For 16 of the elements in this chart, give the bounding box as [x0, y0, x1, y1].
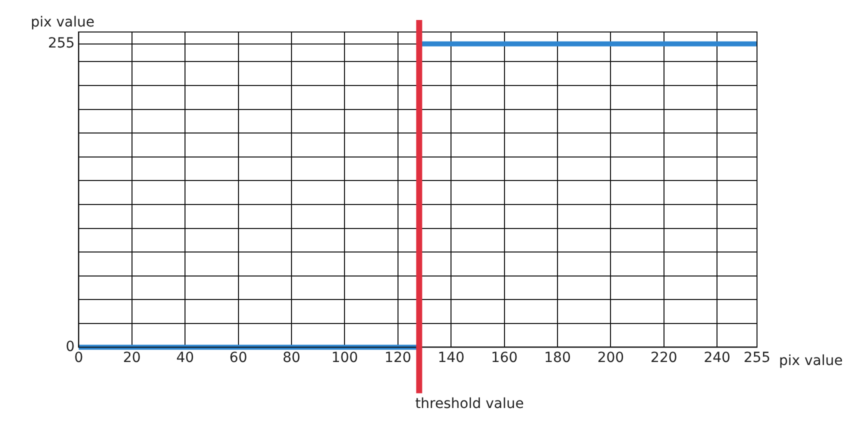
- x-tick-label: 140: [438, 350, 464, 366]
- x-tick-label: 60: [229, 350, 248, 366]
- x-tick-label: 40: [176, 350, 194, 366]
- x-tick-label: 120: [384, 350, 412, 366]
- x-tick-label: 20: [123, 350, 141, 366]
- x-tick-label: 160: [490, 350, 518, 366]
- x-tick-label: 220: [650, 350, 678, 366]
- x-tick-label: 180: [544, 350, 571, 366]
- y-axis-title: pix value: [30, 14, 94, 31]
- x-tick-label: 240: [704, 350, 730, 366]
- x-tick-label: 100: [331, 350, 358, 366]
- x-tick-label: 80: [282, 350, 300, 366]
- x-tick-label: 255: [744, 350, 770, 366]
- x-axis-title: pix value: [779, 352, 843, 369]
- ref-line-label: threshold value: [415, 396, 524, 412]
- x-tick-label: 200: [597, 350, 624, 366]
